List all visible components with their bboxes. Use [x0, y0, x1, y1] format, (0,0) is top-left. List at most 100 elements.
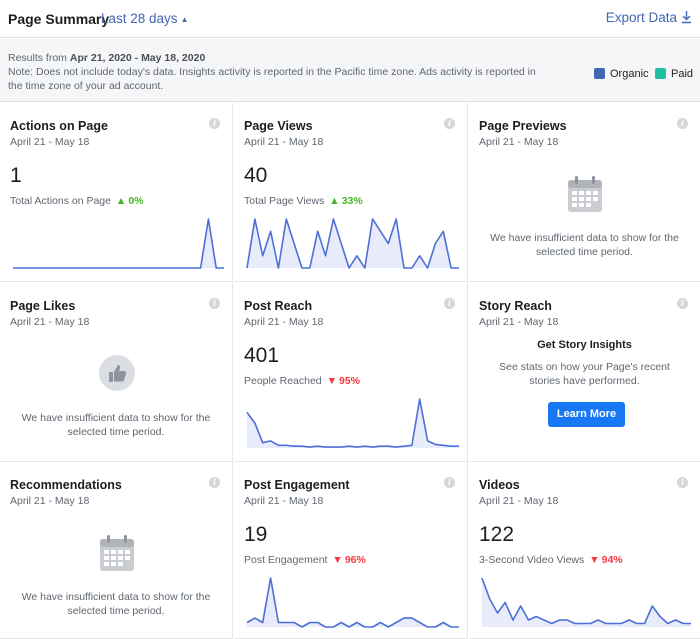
trend-down-icon: ▼	[332, 554, 343, 566]
metric-label: Total Page Views	[244, 195, 325, 207]
card-title: Page Views	[244, 119, 313, 133]
sparkline-chart	[246, 218, 459, 269]
metric-value: 1	[10, 164, 22, 187]
card-title: Actions on Page	[10, 119, 108, 133]
insufficient-data-message: We have insufficient data to show for th…	[21, 591, 211, 617]
thumbs-up-icon	[99, 355, 135, 396]
sort-caret-icon: ▲︎	[180, 15, 189, 24]
metric-label-row: Total Actions on Page ▲ 0%	[10, 195, 144, 207]
card-title: Story Reach	[479, 299, 552, 313]
date-range-selector[interactable]: Last 28 days ▲︎	[101, 11, 188, 26]
card-videos: Videos April 21 - May 18 i 122 3-Second Vide…	[469, 462, 700, 639]
sparkline-chart	[246, 398, 459, 448]
card-post-engagement: Post Engagement April 21 - May 18 i 19 Post …	[234, 462, 468, 639]
timezone-note: Note: Does not include today's data. Ins…	[8, 66, 536, 92]
metric-label-row: Post Engagement ▼ 96%	[244, 554, 366, 566]
card-recommendations: Recommendations April 21 - May 18 i We have…	[0, 462, 233, 639]
info-icon[interactable]: i	[209, 298, 220, 309]
legend-swatch-paid	[655, 68, 666, 79]
sparkline-area	[247, 578, 459, 627]
metric-label: 3-Second Video Views	[479, 554, 585, 566]
results-range-text: Results from Apr 21, 2020 - May 18, 2020	[8, 52, 205, 64]
card-page-likes: Page Likes April 21 - May 18 i We have insu…	[0, 283, 233, 462]
metric-value: 401	[244, 344, 280, 367]
trend-up-icon: ▲	[329, 195, 340, 207]
download-icon	[682, 11, 691, 24]
legend-label-organic: Organic	[610, 68, 649, 80]
legend-label-paid: Paid	[671, 68, 694, 80]
card-date-range: April 21 - May 18	[244, 136, 324, 148]
trend-down-icon: ▼	[589, 554, 600, 566]
metric-label: People Reached	[244, 375, 322, 387]
export-data-label: Export Data	[605, 10, 677, 25]
sparkline-line	[481, 577, 691, 625]
legend-paid: Paid	[655, 68, 693, 80]
sparkline-chart	[13, 218, 224, 269]
card-date-range: April 21 - May 18	[479, 136, 559, 148]
sparkline-line	[246, 577, 459, 628]
card-title: Page Previews	[479, 119, 567, 133]
page-title: Page Summary	[8, 11, 110, 27]
page-header: Page Summary Last 28 days ▲︎ Export Data	[0, 0, 700, 38]
card-date-range: April 21 - May 18	[10, 136, 90, 148]
insufficient-data-message: We have insufficient data to show for th…	[490, 232, 679, 258]
export-data-link[interactable]: Export Data	[606, 10, 692, 25]
card-title: Videos	[479, 478, 520, 492]
card-page-previews: Page Previews April 21 - May 18 i We have i…	[469, 103, 700, 282]
card-story-reach: Story Reach April 21 - May 18 i Get Story I…	[469, 283, 700, 462]
sparkline-line	[13, 218, 224, 269]
sparkline-chart	[481, 577, 691, 627]
metric-value: 19	[244, 523, 268, 546]
card-date-range: April 21 - May 18	[479, 495, 559, 507]
metric-delta: 96%	[344, 554, 366, 566]
trend-down-icon: ▼	[326, 375, 337, 387]
sparkline-area	[13, 219, 224, 268]
metric-label: Total Actions on Page	[10, 195, 111, 207]
info-icon[interactable]: i	[444, 118, 455, 129]
info-icon[interactable]: i	[677, 298, 688, 309]
metric-label: Post Engagement	[244, 554, 328, 566]
info-icon[interactable]: i	[677, 118, 688, 129]
card-date-range: April 21 - May 18	[10, 495, 90, 507]
metric-label-row: Total Page Views ▲ 33%	[244, 195, 363, 207]
sparkline-line	[246, 398, 459, 448]
calendar-icon	[99, 534, 135, 577]
trend-up-icon: ▲	[115, 195, 127, 207]
metric-value: 122	[479, 523, 515, 546]
calendar-icon	[567, 175, 603, 218]
card-date-range: April 21 - May 18	[244, 495, 324, 507]
legend-organic: Organic	[594, 68, 649, 80]
metric-delta: 94%	[601, 554, 623, 566]
info-icon[interactable]: i	[209, 477, 220, 488]
results-prefix: Results from	[8, 52, 67, 64]
results-notice: Results from Apr 21, 2020 - May 18, 2020…	[0, 39, 700, 102]
results-range: Apr 21, 2020 - May 18, 2020	[69, 52, 206, 64]
card-title: Page Likes	[10, 299, 76, 313]
metric-delta: 0%	[128, 195, 144, 207]
card-date-range: April 21 - May 18	[10, 316, 90, 328]
sparkline-area	[482, 578, 691, 627]
card-page-views: Page Views April 21 - May 18 i 40 Total Page…	[234, 103, 468, 282]
sparkline-chart	[246, 577, 459, 628]
legend-swatch-organic	[594, 68, 605, 79]
card-date-range: April 21 - May 18	[479, 316, 559, 328]
card-title: Recommendations	[10, 478, 122, 492]
info-icon[interactable]: i	[677, 477, 688, 488]
metric-delta: 33%	[341, 195, 363, 207]
date-range-label: Last 28 days	[101, 11, 178, 26]
card-post-reach: Post Reach April 21 - May 18 i 401 People Re…	[234, 283, 468, 462]
card-title: Post Reach	[244, 299, 313, 313]
sparkline-area	[247, 219, 459, 268]
story-insights-text: See stats on how your Page's recent stor…	[499, 361, 670, 387]
learn-more-button[interactable]: Learn More	[548, 402, 625, 427]
info-icon[interactable]: i	[444, 298, 455, 309]
card-title: Post Engagement	[244, 478, 350, 492]
metric-label-row: 3-Second Video Views ▼ 94%	[479, 554, 623, 566]
info-icon[interactable]: i	[209, 118, 220, 129]
insufficient-data-message: We have insufficient data to show for th…	[21, 412, 211, 438]
info-icon[interactable]: i	[444, 477, 455, 488]
card-actions-on-page: Actions on Page April 21 - May 18 i 1 Total …	[0, 103, 233, 282]
metric-label-row: People Reached ▼ 95%	[244, 375, 360, 387]
metric-value: 40	[244, 164, 268, 187]
sparkline-area	[247, 399, 459, 448]
